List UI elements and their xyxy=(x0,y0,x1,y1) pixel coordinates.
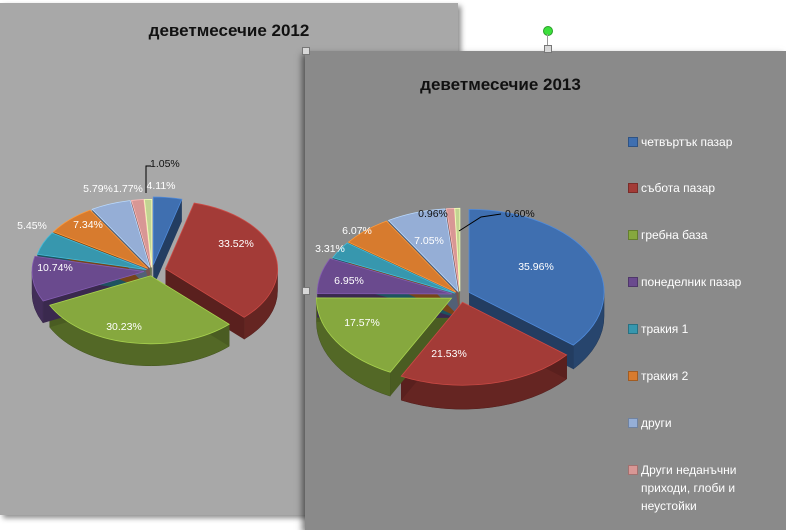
legend-swatch xyxy=(628,324,638,334)
legend-label: тракия 2 xyxy=(641,369,689,383)
legend-label: други xyxy=(641,416,672,430)
pie2013-slice-6 xyxy=(387,208,459,293)
pie2013-slice-3 xyxy=(316,258,453,295)
pie2012-data-label: 7.34% xyxy=(73,219,103,231)
pie2012-slice-8 xyxy=(143,198,153,268)
legend-swatch xyxy=(628,183,638,193)
pie2012-leader-line xyxy=(145,165,151,193)
pie2013-slice-4 xyxy=(332,242,456,294)
legend-swatch xyxy=(628,277,638,287)
pie2012-slice-7 xyxy=(131,199,152,268)
chart-2013-panel[interactable]: деветмесечие 2013 35.96% 21.53% 17.57% 6.95… xyxy=(305,51,786,530)
pie2013-tops xyxy=(316,207,605,386)
resize-handle-top[interactable] xyxy=(544,45,552,53)
pie2013-data-label: 3.31% xyxy=(315,243,345,255)
pie2012-slice-4 xyxy=(36,232,147,270)
pie2013-slice-0 xyxy=(468,208,605,346)
pie2012-slice-6 xyxy=(91,200,151,268)
rotation-handle[interactable] xyxy=(543,26,553,36)
pie2013-data-label: 7.05% xyxy=(414,235,444,247)
chart-2012-title: деветмесечие 2012 xyxy=(148,21,310,40)
pie2012-slice-cut xyxy=(153,199,182,287)
legend-label: гребна база xyxy=(641,228,708,242)
rotation-handle-stem xyxy=(547,34,548,48)
pie2012-slice-5 xyxy=(52,209,149,269)
pie2013-data-label: 21.53% xyxy=(431,348,467,360)
legend-label: четвъртък пазар xyxy=(641,135,733,149)
resize-handle-top-left[interactable] xyxy=(302,47,310,55)
pie2013-data-label: 0.96% xyxy=(418,208,448,220)
pie2012-slice-2 xyxy=(49,275,230,345)
legend-label: Други неданъчни приходи, глоби и неустой… xyxy=(641,463,737,513)
pie2012-data-label: 10.74% xyxy=(37,262,73,274)
pie-chart-2012: 4.11%33.52%30.23%10.74%5.45% 7.34%5.79% 1.… xyxy=(17,158,278,367)
pie2013-slice-1 xyxy=(400,301,568,386)
legend-label: събота пазар xyxy=(641,181,716,195)
pie2013-data-label: 35.96% xyxy=(518,261,554,273)
pie2012-data-label: 33.52% xyxy=(218,238,254,250)
pie2013-slice-2 xyxy=(316,297,453,373)
legend-label: тракия 1 xyxy=(641,322,689,336)
pie2012-slice-0 xyxy=(152,196,183,266)
legend-swatch xyxy=(628,230,638,240)
legend-label: понеделник пазар xyxy=(641,275,742,289)
legend-swatch xyxy=(628,371,638,381)
legend-swatch xyxy=(628,418,638,428)
legend-swatch xyxy=(628,137,638,147)
pie2012-slice-1 xyxy=(165,202,278,318)
chart-2013-title: деветмесечие 2013 xyxy=(420,75,581,94)
pie2013-leader-line xyxy=(458,213,502,232)
pie2013-data-label: 17.57% xyxy=(344,317,380,329)
pie2012-data-label: 1.77% xyxy=(113,183,143,195)
pie2012-data-label: 5.79% xyxy=(83,183,113,195)
pie2013-slice-8 xyxy=(454,207,461,292)
pie2012-data-label: 30.23% xyxy=(106,321,142,333)
pie2012-data-label: 4.11% xyxy=(147,180,176,192)
pie2013-data-label: 6.95% xyxy=(334,275,364,287)
pie2012-data-label: 5.45% xyxy=(17,220,47,232)
pie2013-slice-5 xyxy=(347,220,457,293)
pie2012-tops xyxy=(31,196,278,345)
pie2012-slice-3 xyxy=(31,255,145,302)
legend-swatch xyxy=(628,465,638,475)
pie2012-data-label: 1.05% xyxy=(150,158,180,170)
pie-chart-2013: 35.96% 21.53% 17.57% 6.95% 3.31% 6.07% 7.05% 0.… xyxy=(315,207,605,410)
pie2013-data-label: 6.07% xyxy=(342,225,372,237)
pie2013-data-label: 0.60% xyxy=(505,208,535,220)
resize-handle-left[interactable] xyxy=(302,287,310,295)
